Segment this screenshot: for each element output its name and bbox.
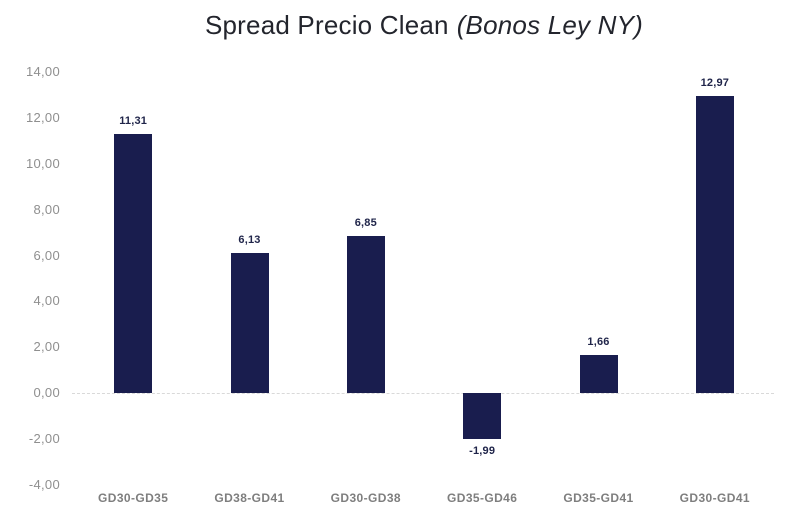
chart-title-italic: (Bonos Ley NY) xyxy=(456,10,644,40)
bar-value-label: -1,99 xyxy=(469,444,496,457)
y-axis-tick-label: 2,00 xyxy=(33,339,60,355)
x-axis-label-GD38-GD41: GD38-GD41 xyxy=(214,491,285,505)
bar-value-label: 1,66 xyxy=(587,336,610,349)
y-axis-tick-label: 12,00 xyxy=(25,109,60,125)
y-axis-tick-label: 14,00 xyxy=(25,64,60,79)
chart-title-main: Spread Precio Clean xyxy=(204,10,449,40)
y-axis-tick-label: 6,00 xyxy=(33,247,60,263)
x-axis-label-GD30-GD41: GD30-GD41 xyxy=(679,491,750,505)
y-axis-tick-label: 8,00 xyxy=(33,201,60,217)
bar-value-label: 12,97 xyxy=(700,76,730,89)
x-axis-label-GD30-GD35: GD30-GD35 xyxy=(98,491,169,505)
bar-value-label: 6,13 xyxy=(238,233,261,246)
y-axis-tick-label: 4,00 xyxy=(33,293,60,309)
zero-gridline xyxy=(72,393,774,395)
y-axis-tick-label: -4,00 xyxy=(28,477,60,492)
bar-value-label: 11,31 xyxy=(119,114,148,127)
bar-GD35-GD41 xyxy=(579,355,618,394)
y-axis-tick-label: 10,00 xyxy=(25,155,60,171)
y-axis-tick-label: 0,00 xyxy=(33,385,60,401)
bar-GD38-GD41 xyxy=(230,252,269,394)
bar-GD35-GD46 xyxy=(463,393,502,439)
bar-GD30-GD38 xyxy=(346,236,385,394)
x-axis-label-GD30-GD38: GD30-GD38 xyxy=(330,491,401,505)
bar-value-label: 6,85 xyxy=(354,217,377,230)
bar-GD30-GD41 xyxy=(695,95,734,394)
chart-title: Spread Precio Clean (Bonos Ley NY) xyxy=(75,10,773,41)
x-axis-label-GD35-GD41: GD35-GD41 xyxy=(563,491,634,505)
y-axis-tick-label: -2,00 xyxy=(28,431,60,447)
x-axis-label-GD35-GD46: GD35-GD46 xyxy=(447,491,518,505)
bar-GD30-GD35 xyxy=(114,133,153,394)
